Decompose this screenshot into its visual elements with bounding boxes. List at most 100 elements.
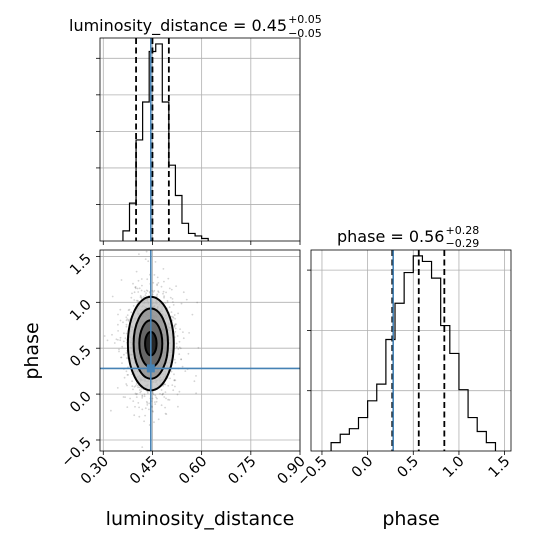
scatter-point — [141, 446, 144, 448]
scatter-point — [156, 283, 159, 286]
scatter-point — [163, 295, 166, 298]
scatter-point — [135, 383, 138, 385]
scatter-point — [156, 397, 158, 400]
scatter-point — [144, 294, 147, 296]
scatter-point — [170, 288, 173, 291]
scatter-point — [126, 384, 128, 387]
scatter-point — [168, 287, 171, 290]
scatter-point — [170, 370, 173, 373]
scatter-point — [118, 350, 120, 353]
scatter-point — [135, 393, 138, 396]
scatter-point — [188, 332, 191, 334]
scatter-point — [133, 291, 136, 294]
scatter-point — [191, 313, 194, 316]
scatter-point — [121, 362, 123, 364]
x-axis-label-phase: phase — [382, 508, 439, 530]
scatter-point — [155, 396, 158, 399]
scatter-point — [135, 270, 138, 273]
phase-hist-frame — [310, 249, 512, 452]
joint-truth-marker — [146, 364, 155, 373]
scatter-point — [117, 339, 119, 341]
phase-hist-grid — [311, 250, 511, 451]
scatter-point — [152, 410, 154, 413]
luminosity-distance-hist-frame — [99, 37, 301, 242]
scatter-point — [172, 301, 174, 303]
scatter-point — [140, 296, 143, 299]
scatter-point — [123, 376, 126, 379]
scatter-point — [156, 284, 159, 287]
scatter-point — [174, 379, 177, 382]
scatter-point — [145, 289, 148, 292]
scatter-point — [120, 356, 123, 359]
phase-histogram-panel: −0.5 0.0 0.5 1.0 1.5 phase = 0.56 +0.28 −0.2… — [295, 224, 514, 530]
scatter-point — [172, 389, 175, 392]
x-tick-label: 0.45 — [127, 454, 161, 488]
scatter-point — [177, 405, 179, 408]
scatter-point — [185, 298, 188, 301]
scatter-point — [129, 397, 132, 400]
scatter-point — [174, 361, 177, 364]
scatter-point — [171, 384, 174, 386]
scatter-point — [174, 330, 177, 333]
scatter-point — [172, 316, 175, 319]
scatter-point — [138, 415, 141, 418]
scatter-point — [164, 302, 167, 304]
scatter-point — [146, 290, 149, 292]
scatter-point — [136, 393, 139, 395]
luminosity-distance-title-lower-error: −0.05 — [288, 27, 322, 40]
x-tick-label: 1.0 — [440, 454, 468, 482]
phase-title: phase = 0.56 — [337, 227, 444, 246]
scatter-point — [162, 392, 165, 395]
scatter-point — [153, 289, 156, 292]
scatter-point — [195, 392, 198, 395]
scatter-point — [165, 397, 167, 400]
scatter-point — [182, 291, 185, 294]
scatter-point — [132, 400, 135, 402]
scatter-point — [111, 295, 114, 298]
x-tick-label: 0.75 — [225, 454, 259, 488]
phase-title-lower-error: −0.29 — [445, 237, 479, 250]
scatter-point — [128, 308, 131, 311]
scatter-point — [119, 339, 122, 342]
scatter-point — [124, 337, 127, 340]
scatter-point — [153, 421, 155, 424]
scatter-point — [120, 356, 122, 359]
scatter-point — [134, 286, 137, 288]
scatter-point — [153, 401, 156, 403]
scatter-point — [154, 261, 157, 263]
joint-scatter-frame — [99, 249, 301, 452]
scatter-point — [145, 400, 148, 403]
scatter-point — [164, 383, 167, 386]
phase-title-upper-error: +0.28 — [445, 224, 479, 237]
scatter-point — [137, 384, 139, 387]
scatter-point — [170, 311, 173, 313]
scatter-point — [122, 321, 124, 324]
joint-scatter-panel: 0.30 0.45 0.60 0.75 0.90−0.50.00.51.01.5 lum… — [21, 249, 309, 530]
scatter-point — [126, 374, 129, 376]
scatter-point — [163, 296, 165, 299]
scatter-point — [138, 253, 140, 256]
scatter-point — [178, 390, 181, 393]
scatter-point — [119, 308, 122, 311]
scatter-point — [111, 333, 113, 336]
x-tick-label: 1.5 — [486, 454, 514, 482]
scatter-point — [152, 393, 155, 396]
scatter-point — [131, 292, 133, 295]
scatter-point — [138, 386, 141, 389]
luminosity-distance-title-upper-error: +0.05 — [288, 13, 322, 26]
scatter-point — [135, 299, 138, 302]
scatter-point — [137, 386, 140, 389]
scatter-point — [131, 380, 134, 383]
scatter-point — [157, 290, 160, 292]
scatter-point — [132, 305, 135, 307]
scatter-point — [115, 338, 118, 341]
scatter-point — [162, 290, 165, 293]
scatter-point — [137, 291, 140, 293]
scatter-point — [171, 315, 174, 318]
scatter-point — [171, 319, 174, 322]
phase-quantile-lines — [391, 250, 446, 451]
scatter-point — [160, 404, 163, 407]
scatter-point — [125, 352, 128, 354]
scatter-point — [125, 316, 128, 319]
scatter-point — [142, 296, 145, 298]
